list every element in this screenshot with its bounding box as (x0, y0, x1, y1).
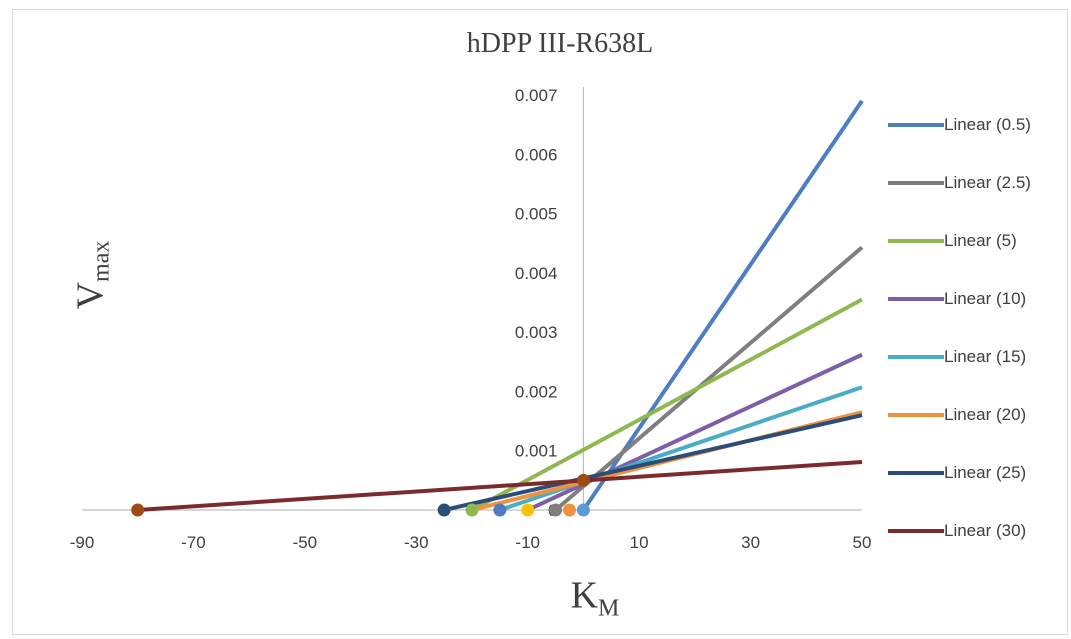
legend-label: Linear (2.5) (944, 173, 1031, 192)
y-tick-label: 0.003 (515, 323, 558, 342)
series-line (554, 245, 864, 512)
legend-label: Linear (5) (944, 231, 1017, 250)
data-point (563, 503, 576, 517)
legend-swatch (888, 181, 944, 185)
legend-swatch (888, 413, 944, 417)
x-tick-label: -10 (515, 533, 540, 552)
legend-label: Linear (0.5) (944, 115, 1031, 134)
x-tick-label: 50 (853, 533, 872, 552)
x-tick-label: -70 (181, 533, 206, 552)
data-point (576, 473, 590, 487)
x-tick-label: -50 (293, 533, 318, 552)
legend: Linear (0.5) Linear (2.5) Linear (5) Linear… (888, 96, 1031, 560)
legend-item: Linear (2.5) (888, 154, 1031, 212)
legend-item: Linear (10) (888, 270, 1031, 328)
legend-label: Linear (15) (944, 347, 1027, 366)
legend-item: Linear (5) (888, 212, 1031, 270)
legend-label: Linear (10) (944, 289, 1027, 308)
legend-swatch (888, 239, 944, 243)
data-point (493, 503, 507, 517)
y-tick-label: 0.006 (515, 145, 558, 164)
x-tick-label: 30 (741, 533, 760, 552)
y-tick-label: 0.004 (515, 264, 558, 283)
legend-swatch (888, 529, 944, 533)
data-point (521, 503, 535, 517)
legend-label: Linear (30) (944, 521, 1027, 540)
data-point (465, 503, 479, 517)
legend-swatch (888, 355, 944, 359)
legend-item: Linear (20) (888, 386, 1031, 444)
legend-swatch (888, 123, 944, 127)
data-point (437, 503, 451, 517)
chart-title: hDPP III-R638L (466, 28, 654, 59)
legend-item: Linear (25) (888, 444, 1031, 502)
legend-label: Linear (20) (944, 405, 1027, 424)
series-line (443, 413, 863, 512)
x-tick-label: -90 (70, 533, 95, 552)
series-line (526, 352, 863, 512)
legend-label: Linear (25) (944, 463, 1027, 482)
series-line (471, 297, 863, 512)
x-tick-label: 10 (630, 533, 649, 552)
series-line (137, 459, 863, 512)
legend-item: Linear (0.5) (888, 96, 1031, 154)
series-line (581, 99, 864, 512)
legend-item: Linear (15) (888, 328, 1031, 386)
legend-swatch (888, 471, 944, 475)
data-point (549, 503, 563, 517)
legend-item: Linear (30) (888, 502, 1031, 560)
data-point (576, 503, 590, 517)
y-tick-label: 0.002 (515, 382, 558, 401)
data-point (131, 503, 145, 517)
y-tick-label: 0.007 (515, 86, 558, 105)
y-tick-label: 0.005 (515, 205, 558, 224)
x-axis-label: KM (570, 574, 620, 622)
x-tick-label: -30 (404, 533, 429, 552)
legend-swatch (888, 297, 944, 301)
y-tick-label: 0.001 (515, 442, 558, 461)
